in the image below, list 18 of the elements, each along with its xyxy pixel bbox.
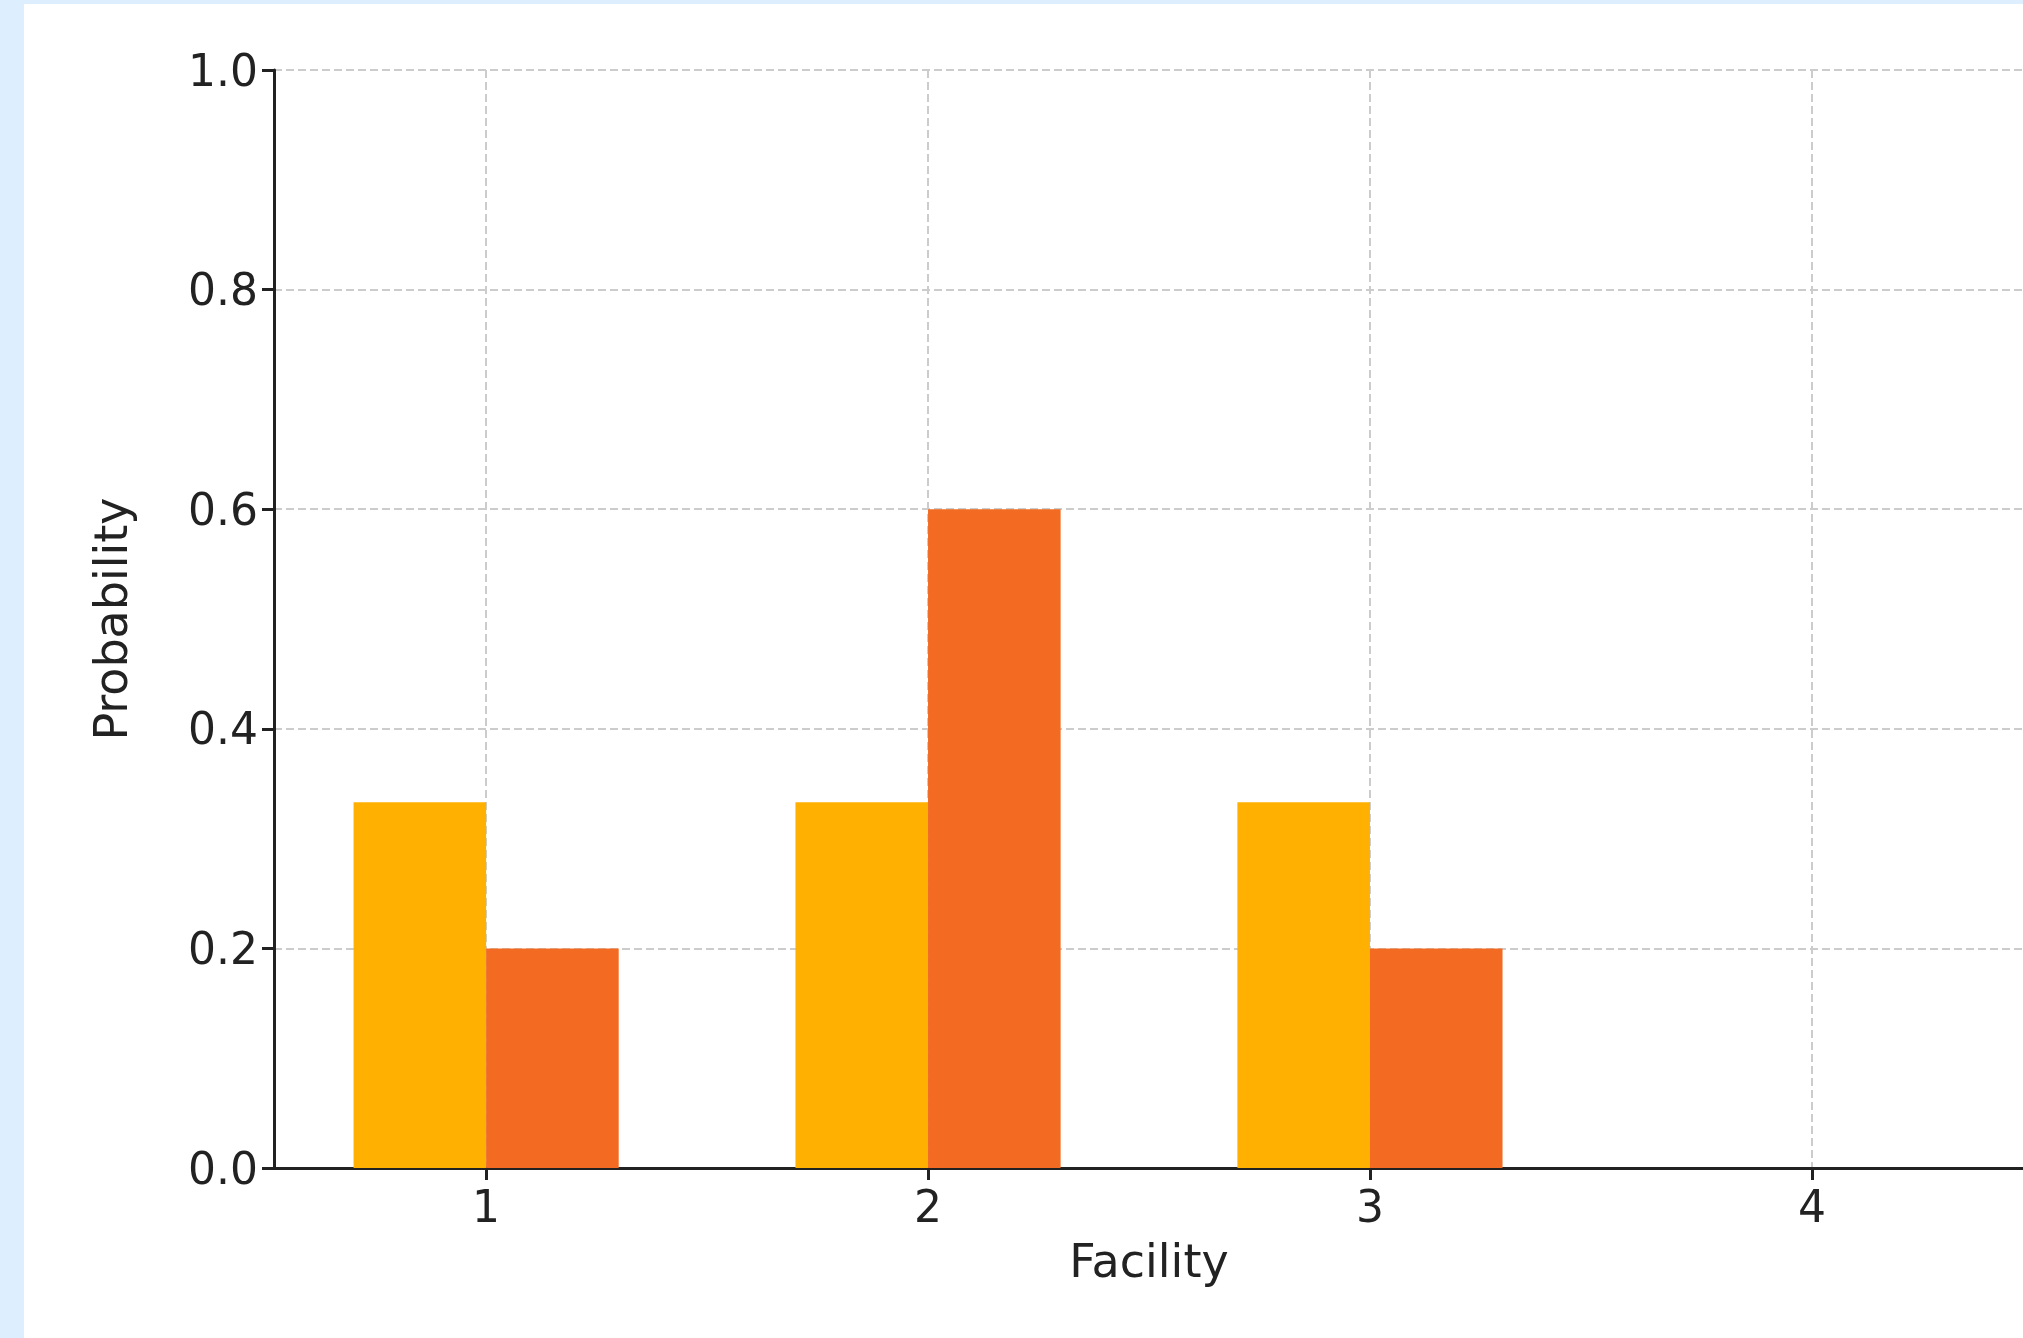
- y-tick-label: 0.0: [188, 1142, 258, 1194]
- y-tick-label: 0.8: [188, 264, 258, 316]
- bar: [795, 802, 929, 1168]
- bar: [353, 802, 487, 1168]
- y-tick-label: 0.4: [188, 703, 258, 755]
- x-tick-label: 4: [1797, 1180, 1826, 1232]
- x-axis-title: Facility: [1069, 1234, 1229, 1288]
- y-axis-title: Probability: [84, 497, 138, 741]
- bar: [486, 948, 619, 1168]
- y-tick-label: 0.6: [188, 483, 258, 535]
- y-tick-label: 1.0: [188, 44, 258, 96]
- x-tick-label: 3: [1355, 1180, 1384, 1232]
- x-tick-label: 1: [472, 1180, 501, 1232]
- bar: [1237, 802, 1370, 1168]
- bar: [1369, 948, 1503, 1168]
- y-tick-label: 0.2: [188, 922, 258, 974]
- x-tick-label: 2: [914, 1180, 943, 1232]
- bar: [928, 509, 1061, 1168]
